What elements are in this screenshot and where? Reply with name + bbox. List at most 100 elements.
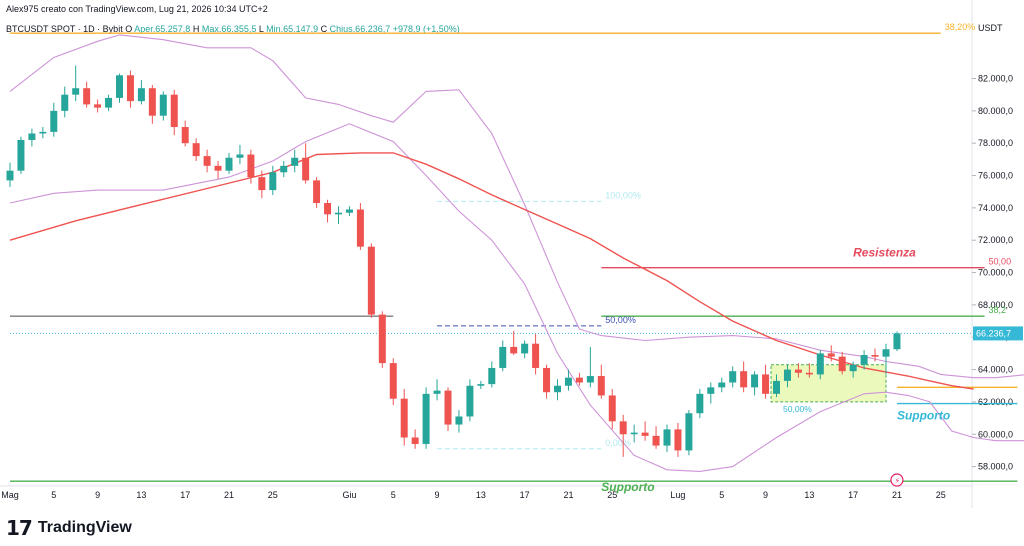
- candle: [696, 388, 704, 419]
- x-tick-label: Giu: [342, 490, 356, 500]
- symbol-label[interactable]: BTCUSDT SPOT · 1D · Bybit: [6, 24, 123, 34]
- x-tick-label: 13: [476, 490, 486, 500]
- candle-body: [400, 398, 408, 438]
- candle-body: [729, 371, 737, 383]
- chart-header: Alex975 creato con TradingView.com, Lug …: [6, 4, 268, 14]
- x-tick-label: 21: [224, 490, 234, 500]
- candle-body: [564, 377, 572, 386]
- candle: [236, 144, 244, 165]
- candle-body: [214, 165, 222, 171]
- x-tick-label: 9: [435, 490, 440, 500]
- hline-label-resistenza: 50,00: [989, 257, 1012, 267]
- candle-body: [203, 156, 211, 166]
- candle-body: [17, 139, 25, 171]
- candle: [345, 206, 353, 216]
- candle: [718, 377, 726, 393]
- candle: [773, 374, 780, 398]
- annotation-supporto: Supporto: [897, 409, 950, 423]
- high-key: H: [192, 24, 200, 34]
- candle-body: [849, 364, 857, 372]
- candle-body: [773, 380, 780, 394]
- close-value: Chius.66.236,7: [329, 24, 391, 34]
- candle-body: [356, 209, 364, 247]
- y-tick-label: 74.000,0: [978, 203, 1013, 213]
- candle-body: [893, 333, 901, 350]
- x-tick-label: 9: [95, 490, 100, 500]
- range-box-label: 50,00%: [783, 404, 812, 414]
- candle: [882, 343, 890, 375]
- candle-body: [159, 94, 167, 116]
- candle: [116, 73, 123, 103]
- candle: [586, 346, 594, 388]
- candle: [455, 410, 463, 433]
- candle: [783, 364, 791, 388]
- x-tick-label: Lug: [670, 490, 685, 500]
- candle-body: [181, 127, 189, 144]
- candle-body: [696, 393, 704, 414]
- candle-body: [170, 94, 178, 128]
- high-value: Max.66.355,5: [201, 24, 257, 34]
- candle-body: [762, 374, 770, 394]
- candle-body: [586, 376, 594, 383]
- hline-label-fib-38-2-green: 38,2: [989, 305, 1007, 315]
- open-value: Aper.65.257,8: [134, 24, 191, 34]
- candle-body: [444, 390, 452, 425]
- currency-label: USDT: [978, 23, 1003, 33]
- candle-body: [816, 353, 824, 375]
- candle: [641, 421, 649, 441]
- annotation-supporto: Supporto: [601, 480, 654, 494]
- candle-body: [652, 435, 660, 446]
- candle: [663, 424, 671, 453]
- candle: [280, 160, 288, 178]
- candle: [83, 81, 91, 108]
- candle-body: [335, 212, 342, 215]
- candle-body: [532, 343, 540, 368]
- candle: [433, 379, 441, 401]
- bollinger-upper-line: [9, 34, 1024, 379]
- candle: [652, 426, 660, 449]
- candle: [707, 382, 715, 404]
- candle-body: [269, 172, 277, 191]
- candle: [597, 364, 605, 399]
- last-price-label: 66.236,7: [976, 328, 1011, 338]
- candle-body: [860, 355, 868, 365]
- candle-body: [61, 94, 69, 111]
- candle: [685, 410, 693, 456]
- candle-body: [608, 395, 616, 422]
- candle-body: [554, 385, 561, 393]
- candle-body: [6, 170, 14, 181]
- open-key: O: [125, 24, 133, 34]
- candle: [444, 387, 452, 432]
- candle-body: [488, 367, 496, 385]
- candle: [94, 99, 102, 113]
- tradingview-logo[interactable]: 𝟭𝟳 TradingView: [6, 516, 132, 540]
- candle: [740, 361, 748, 393]
- x-tick-label: 17: [520, 490, 530, 500]
- candle: [827, 345, 835, 362]
- candle-body: [663, 429, 671, 446]
- x-tick-label: 21: [892, 490, 902, 500]
- candle-body: [707, 387, 715, 394]
- candle-body: [378, 314, 386, 364]
- x-tick-label: Mag: [1, 490, 19, 500]
- x-tick-label: 13: [804, 490, 814, 500]
- candle: [105, 94, 113, 111]
- candle-body: [783, 369, 791, 381]
- candle: [50, 102, 58, 137]
- candle: [816, 350, 824, 380]
- candle-body: [630, 432, 638, 435]
- candle-body: [619, 421, 627, 435]
- candle: [148, 84, 156, 124]
- candle: [39, 127, 47, 139]
- candle: [225, 152, 233, 174]
- candle-body: [597, 376, 605, 396]
- candle: [61, 86, 69, 118]
- candle-body: [280, 165, 288, 173]
- candle-body: [367, 246, 375, 315]
- candle-body: [236, 154, 244, 158]
- candle: [674, 422, 682, 457]
- annotation-resistenza: Resistenza: [853, 245, 916, 259]
- candle-body: [543, 367, 551, 393]
- candle: [72, 65, 80, 102]
